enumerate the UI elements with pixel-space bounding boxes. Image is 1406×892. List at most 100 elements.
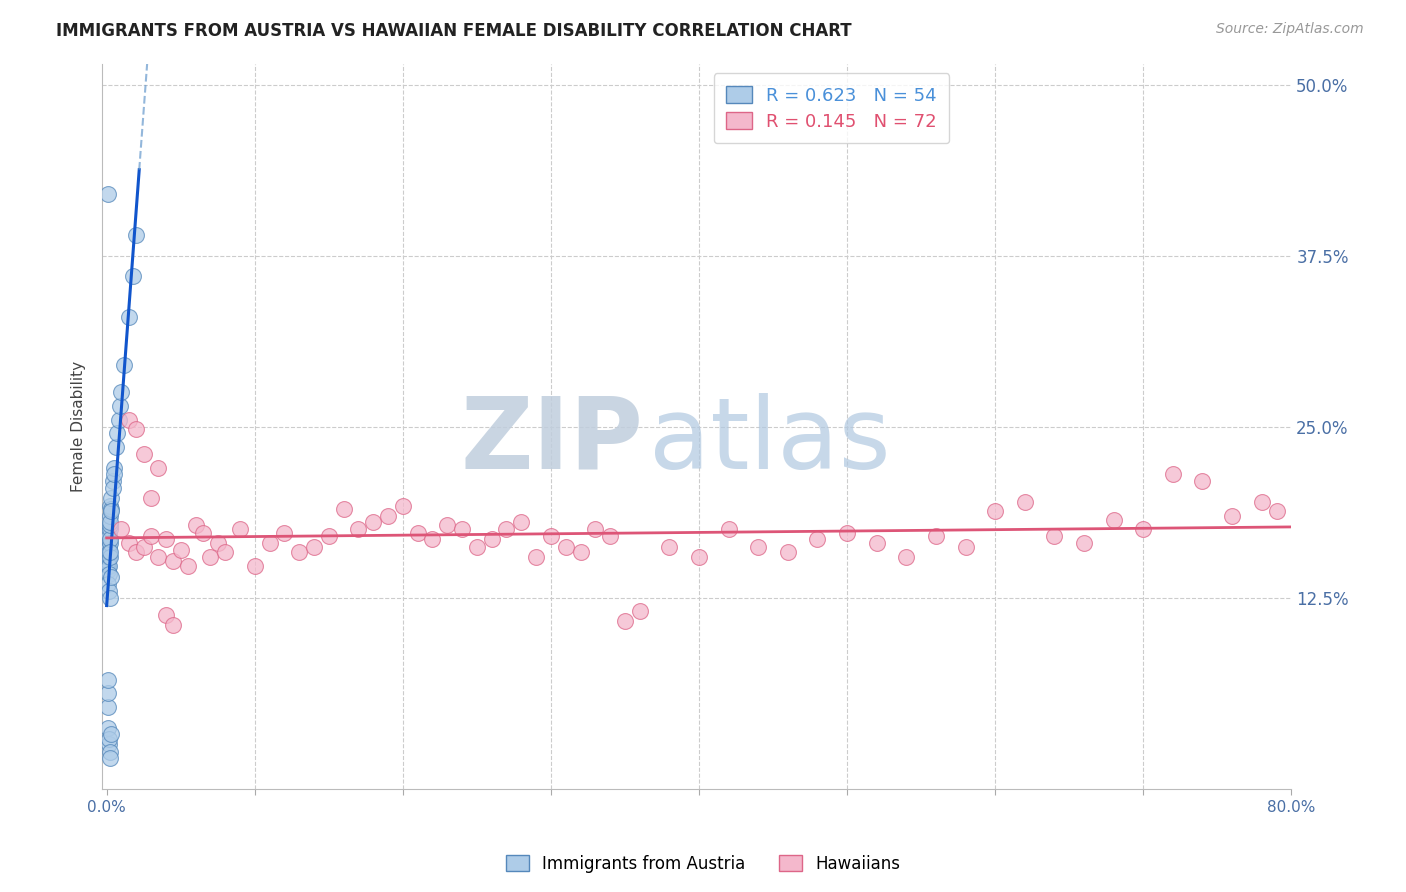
Point [105, 426, 128, 441]
Point [122, 269, 145, 284]
Point [139, 491, 162, 505]
Point [422, 532, 444, 546]
Point [100, 727, 122, 741]
Point [97, 700, 120, 714]
Point [97, 532, 120, 546]
Text: atlas: atlas [650, 392, 891, 490]
Point [97, 549, 120, 564]
Point [98, 745, 121, 759]
Point [1043, 529, 1066, 543]
Point [806, 532, 828, 546]
Text: IMMIGRANTS FROM AUSTRIA VS HAWAIIAN FEMALE DISABILITY CORRELATION CHART: IMMIGRANTS FROM AUSTRIA VS HAWAIIAN FEMA… [56, 22, 852, 40]
Point [139, 529, 162, 543]
Point [1220, 508, 1243, 523]
Point [132, 447, 155, 461]
Y-axis label: Female Disability: Female Disability [72, 361, 86, 492]
Point [1132, 522, 1154, 536]
Point [125, 228, 148, 243]
Point [1102, 513, 1125, 527]
Point [125, 422, 148, 436]
Point [148, 460, 170, 475]
Legend: Immigrants from Austria, Hawaiians: Immigrants from Austria, Hawaiians [499, 848, 907, 880]
Point [628, 604, 651, 618]
Point [583, 522, 606, 536]
Point [406, 526, 429, 541]
Point [613, 614, 636, 628]
Point [98, 532, 121, 546]
Point [1250, 495, 1272, 509]
Point [101, 481, 124, 495]
Point [302, 540, 325, 554]
Point [101, 475, 124, 489]
Point [569, 545, 592, 559]
Point [835, 526, 858, 541]
Point [118, 310, 141, 325]
Point [98, 508, 121, 523]
Point [97, 545, 120, 559]
Point [112, 358, 135, 372]
Point [103, 460, 125, 475]
Point [103, 467, 125, 482]
Point [110, 385, 132, 400]
Point [925, 529, 948, 543]
Point [100, 491, 122, 505]
Point [104, 440, 127, 454]
Point [191, 526, 214, 541]
Point [377, 508, 399, 523]
Point [97, 567, 120, 582]
Point [97, 542, 120, 557]
Point [118, 536, 141, 550]
Point [1073, 536, 1095, 550]
Point [97, 540, 120, 554]
Point [866, 536, 889, 550]
Point [155, 532, 177, 546]
Point [97, 583, 120, 598]
Point [162, 554, 184, 568]
Point [1265, 504, 1288, 518]
Point [347, 522, 370, 536]
Point [162, 618, 184, 632]
Point [98, 591, 121, 605]
Point [97, 559, 120, 574]
Point [540, 529, 562, 543]
Point [97, 686, 120, 700]
Point [599, 529, 621, 543]
Point [97, 540, 120, 554]
Point [318, 529, 340, 543]
Point [436, 518, 458, 533]
Point [984, 504, 1007, 518]
Point [98, 536, 121, 550]
Point [229, 522, 252, 536]
Point [97, 563, 120, 577]
Point [155, 608, 177, 623]
Point [107, 413, 129, 427]
Point [554, 540, 576, 554]
Legend: R = 0.623   N = 54, R = 0.145   N = 72: R = 0.623 N = 54, R = 0.145 N = 72 [714, 73, 949, 144]
Point [148, 549, 170, 564]
Point [97, 187, 120, 202]
Point [1014, 495, 1036, 509]
Point [207, 536, 229, 550]
Point [259, 536, 281, 550]
Point [98, 750, 121, 764]
Point [100, 504, 122, 518]
Point [98, 499, 121, 513]
Point [98, 549, 121, 564]
Point [717, 522, 740, 536]
Point [98, 516, 121, 530]
Point [97, 731, 120, 746]
Point [98, 518, 121, 533]
Point [688, 549, 710, 564]
Point [1191, 475, 1213, 489]
Point [184, 518, 207, 533]
Point [955, 540, 977, 554]
Point [170, 542, 193, 557]
Point [125, 545, 148, 559]
Point [97, 721, 120, 735]
Point [97, 529, 120, 543]
Point [747, 540, 769, 554]
Text: Source: ZipAtlas.com: Source: ZipAtlas.com [1216, 22, 1364, 37]
Point [97, 545, 120, 559]
Point [243, 559, 266, 574]
Point [214, 545, 236, 559]
